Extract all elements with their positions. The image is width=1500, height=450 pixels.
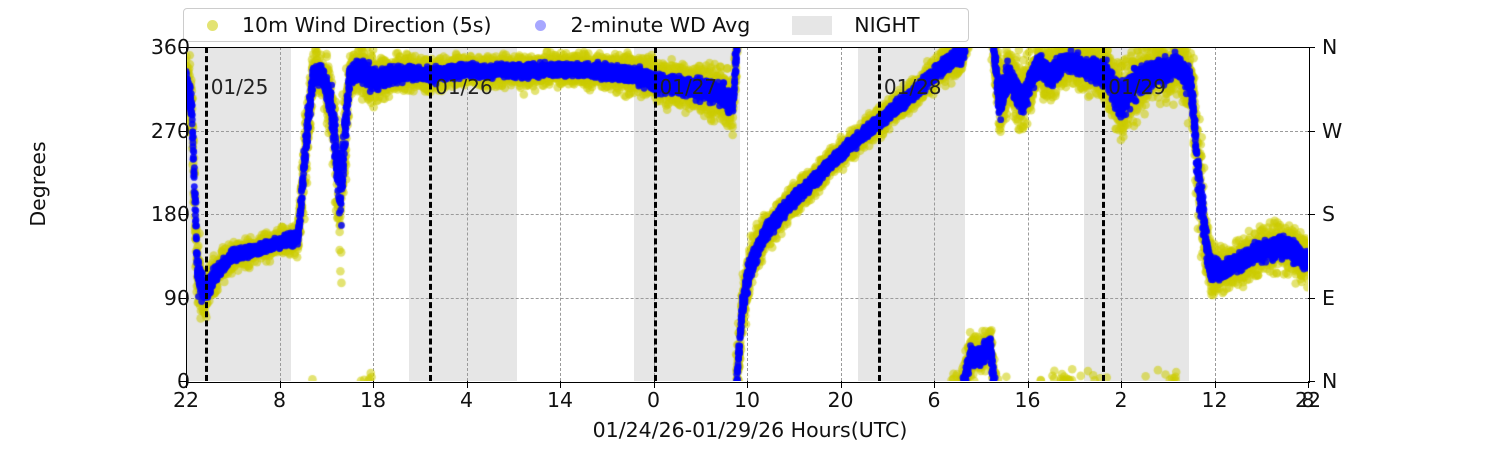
x-axis-tick-mark: [1308, 381, 1309, 388]
y-axis-title: Degrees: [26, 141, 50, 227]
y-axis-tick-mark: [179, 297, 186, 299]
shaded-patch-icon: [792, 15, 833, 35]
y2-axis-tick-mark: [1308, 47, 1315, 48]
legend-item-night[interactable]: NIGHT: [792, 9, 919, 41]
dot-marker-yellow-icon: [207, 19, 218, 31]
x-axis-tick-label: 18: [359, 388, 387, 412]
x-axis-tick-mark: [1214, 381, 1216, 388]
x-axis-tick-mark: [934, 381, 935, 388]
y2-axis-tick-label: W: [1322, 118, 1343, 143]
day-separator-line: [877, 47, 881, 381]
x-axis-tick-label: 14: [546, 388, 574, 412]
y-axis-tick-label: 360: [150, 35, 190, 59]
y2-axis-tick-mark: [1308, 214, 1315, 215]
x-axis-tick-label: 22: [172, 388, 200, 412]
legend-label-2-minute-wd-avg: 2-minute WD Avg: [570, 13, 751, 37]
legend-item-10m-wind-direction[interactable]: 10m Wind Direction (5s): [207, 9, 491, 41]
x-axis-tick-label: 10: [733, 388, 761, 412]
y-axis-tick-mark: [179, 47, 186, 48]
x-axis-tick-label: 4: [459, 388, 474, 412]
y2-axis-tick-mark: [1308, 297, 1315, 299]
day-separator-label: 01/25: [210, 75, 269, 99]
day-separator-label: 01/29: [1108, 75, 1166, 99]
y-axis-tick-label: 90: [163, 285, 190, 310]
x-axis-tick-label: 2: [1114, 388, 1128, 412]
day-separator-line: [1102, 47, 1106, 381]
y-axis-tick-mark: [179, 214, 186, 215]
x-axis-tick-mark: [466, 381, 468, 388]
y2-axis-tick-mark: [1308, 381, 1315, 382]
day-separator-line: [653, 47, 657, 381]
x-axis-tick-mark: [1121, 381, 1122, 388]
y-axis-tick-label: 270: [150, 118, 190, 143]
y2-axis-tick-label: N: [1322, 35, 1338, 59]
x-axis-tick-label: 8: [1301, 388, 1315, 412]
x-axis-tick-mark: [1027, 381, 1029, 388]
y-axis-tick-label: 0: [176, 369, 190, 393]
day-separator-line: [204, 47, 208, 381]
day-separator-line: [429, 47, 433, 381]
y-axis-tick-label: 180: [150, 202, 190, 226]
x-axis-tick-mark: [747, 381, 748, 388]
y-axis-tick-mark: [179, 130, 186, 132]
y2-axis-tick-mark: [1308, 130, 1315, 132]
plot-inner: 01/25 01/26 01/27 01/28 01/29: [186, 47, 1308, 381]
x-axis-tick-label: 8: [272, 388, 287, 412]
legend-label-10m-wind-direction: 10m Wind Direction (5s): [242, 13, 492, 37]
y2-axis-tick-label: E: [1322, 285, 1335, 310]
legend-label-night: NIGHT: [854, 13, 920, 37]
day-separator-label: 01/26: [435, 75, 493, 99]
y-axis-tick-mark: [179, 381, 186, 382]
plot-area: 01/25 01/26 01/27 01/28 01/29: [186, 47, 1308, 381]
x-axis-tick-mark: [186, 381, 187, 388]
day-separator-label: 01/27: [659, 75, 718, 99]
x-axis-tick-mark: [373, 381, 374, 388]
x-axis-tick-label: 22: [1294, 388, 1322, 412]
x-axis-tick-label: 12: [1201, 388, 1228, 412]
x-axis-tick-mark: [279, 381, 281, 388]
x-axis-tick-label: 16: [1014, 388, 1041, 412]
x-axis-title: 01/24/26-01/29/26 Hours(UTC): [592, 418, 908, 442]
x-axis-tick-mark: [840, 381, 842, 388]
day-separator-label: 01/28: [883, 75, 942, 99]
y2-axis-tick-label: N: [1322, 369, 1338, 393]
dot-marker-blue-icon: [535, 19, 547, 31]
x-axis-tick-mark: [653, 381, 655, 388]
x-axis-tick-label: 6: [927, 388, 941, 412]
legend-item-2-minute-wd-avg[interactable]: 2-minute WD Avg: [535, 9, 750, 41]
scatter-data-canvas: [186, 47, 1308, 381]
chart-legend: 10m Wind Direction (5s) 2-minute WD Avg …: [183, 8, 969, 42]
x-axis-tick-label: 0: [646, 388, 661, 412]
x-axis-tick-mark: [560, 381, 561, 388]
x-axis-tick-label: 20: [827, 388, 854, 412]
y2-axis-tick-label: S: [1322, 202, 1336, 226]
